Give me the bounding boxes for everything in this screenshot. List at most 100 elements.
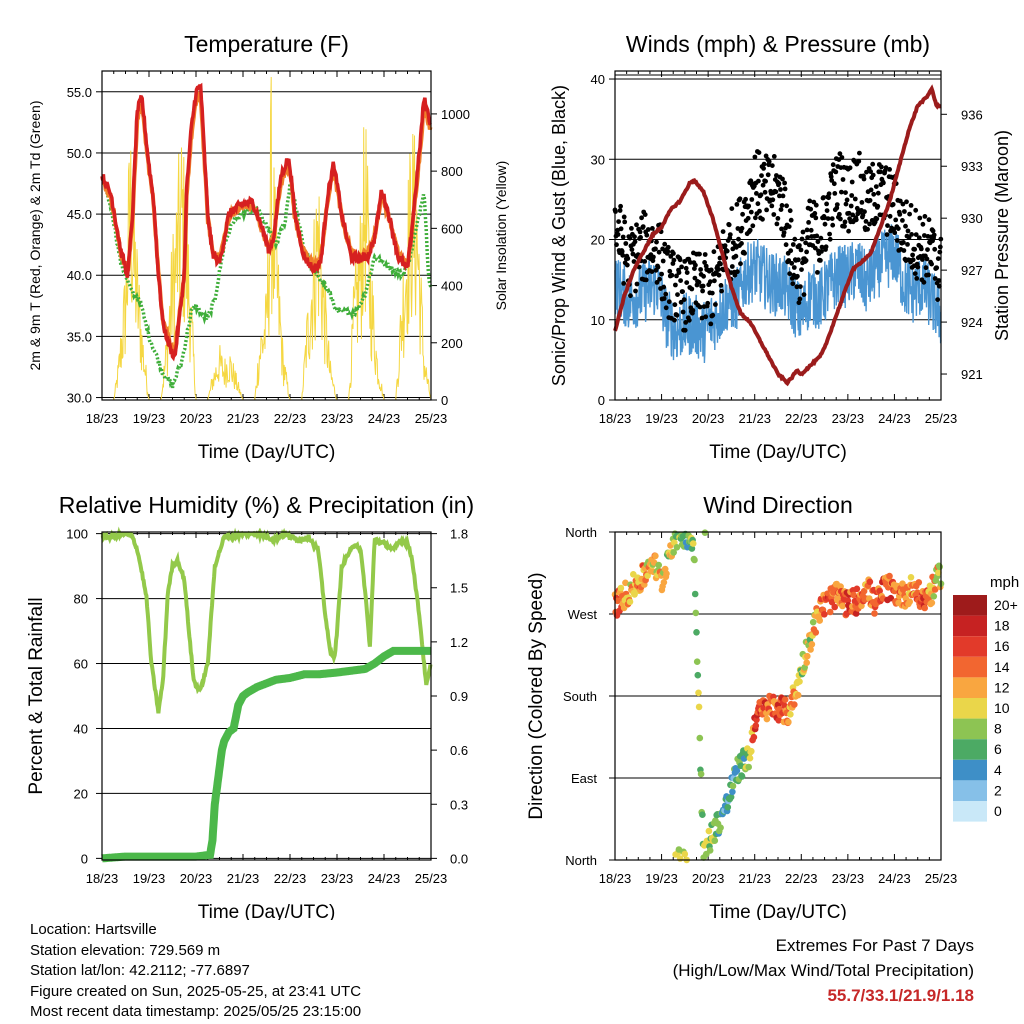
gust-point (707, 279, 713, 285)
gust-point (745, 215, 751, 221)
gust-point (799, 236, 805, 242)
gust-point (621, 214, 627, 220)
direction-point (831, 603, 838, 611)
panel-humidity: Relative Humidity (%) & Precipitation (i… (26, 492, 474, 920)
gust-point (867, 198, 873, 203)
gust-point (674, 273, 679, 279)
gust-point (755, 201, 761, 207)
gust-point (729, 264, 735, 269)
gust-point (760, 182, 766, 188)
gust-point (815, 239, 821, 245)
series-pressure (613, 84, 942, 387)
gust-point (625, 256, 631, 261)
gust-point (665, 244, 671, 250)
gust-point (800, 229, 806, 235)
gust-point (782, 180, 787, 186)
gust-point (697, 251, 702, 257)
y-tick-label: South (563, 689, 597, 704)
y-tick-label: 100 (66, 527, 88, 542)
x-tick-label: 23/23 (832, 871, 865, 886)
gust-point (779, 203, 785, 208)
gust-point (766, 159, 772, 165)
gust-point (701, 273, 706, 279)
direction-point (699, 811, 706, 818)
y2-tick-label: 1.8 (450, 527, 468, 542)
y2-tick-label: 1.5 (450, 581, 468, 596)
gust-point (916, 235, 922, 241)
gust-point (936, 278, 942, 283)
gust-point (819, 249, 824, 254)
gust-point (660, 258, 666, 264)
extremes-subtitle: (High/Low/Max Wind/Total Precipitation) (672, 961, 974, 980)
x-tick-label: 18/23 (599, 871, 632, 886)
gust-point (815, 270, 820, 275)
gust-point (909, 232, 914, 237)
direction-point (622, 579, 629, 587)
station-elevation: Station elevation: 729.569 m (30, 941, 221, 959)
gust-point (619, 249, 625, 254)
plot-frame (614, 70, 942, 401)
gust-point (868, 169, 873, 175)
series-dewpoint-2m (100, 175, 433, 389)
gust-point (621, 281, 627, 286)
gust-point (843, 190, 848, 196)
direction-point (729, 782, 737, 790)
gust-point (791, 265, 797, 270)
gust-point (839, 155, 845, 160)
x-tick-label: 21/23 (227, 871, 260, 886)
gust-point (754, 191, 759, 196)
x-tick-label: 20/23 (692, 411, 725, 426)
direction-point (826, 608, 834, 616)
y-tick-label: 80 (74, 592, 88, 607)
gust-point (917, 215, 923, 221)
legend-label: 16 (994, 638, 1010, 654)
gust-point (824, 201, 829, 207)
gust-point (642, 259, 648, 264)
gust-point (850, 212, 856, 218)
direction-point (775, 717, 782, 724)
gust-point (922, 233, 927, 238)
gust-point (826, 195, 831, 201)
extremes-box: Extremes For Past 7 Days (High/Low/Max W… (673, 933, 974, 1008)
gust-point (931, 232, 937, 238)
gust-point (640, 224, 646, 230)
direction-point (691, 556, 698, 564)
gust-point (732, 272, 738, 278)
y-tick-label: 45.0 (67, 207, 92, 222)
gust-point (753, 215, 758, 221)
gust-point (735, 269, 740, 275)
gust-point (830, 222, 836, 228)
y-tick-label: 20 (74, 786, 88, 801)
gust-point (822, 215, 827, 221)
x-tick-label: 19/23 (645, 871, 678, 886)
gust-point (808, 227, 814, 233)
y2-axis-label: Station Pressure (Maroon) (992, 130, 1012, 341)
gust-point (643, 277, 649, 283)
gust-point (790, 281, 796, 287)
direction-point (711, 837, 719, 844)
gust-point (761, 161, 767, 167)
gust-point (905, 228, 911, 234)
gust-point (901, 240, 906, 245)
gust-point (780, 193, 786, 199)
gust-point (788, 248, 794, 254)
direction-point (745, 763, 752, 771)
plot-frame (101, 70, 432, 401)
gust-point (638, 235, 643, 240)
gust-point (661, 296, 667, 301)
gust-point (693, 262, 698, 268)
gust-point (697, 304, 703, 310)
gust-point (787, 271, 793, 277)
direction-point (617, 584, 625, 592)
plot-frame (101, 531, 432, 861)
gust-point (716, 272, 722, 278)
gust-point (786, 224, 792, 230)
legend-swatch (953, 759, 987, 781)
x-tick-label: 25/23 (415, 411, 448, 426)
direction-point (907, 574, 915, 581)
gust-point (887, 167, 892, 172)
gust-point (734, 202, 740, 207)
direction-point (733, 767, 741, 775)
gust-point (837, 211, 842, 217)
gust-point (777, 193, 782, 199)
